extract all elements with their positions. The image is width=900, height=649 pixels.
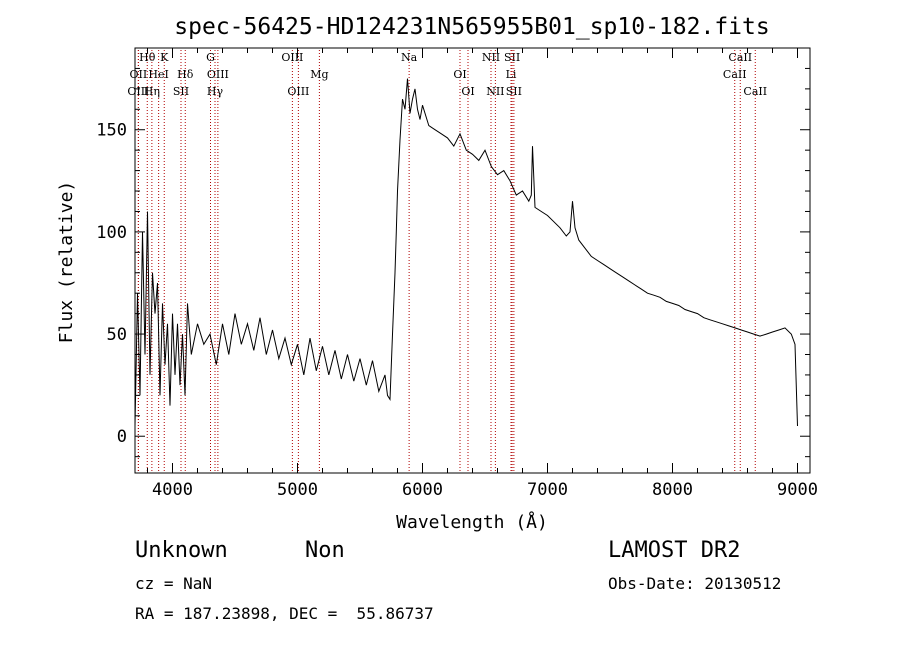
x-tick-label: 7000 (527, 480, 568, 500)
survey-name: LAMOST DR2 (608, 538, 741, 563)
line-label: Hγ (207, 85, 224, 98)
line-label: OI (461, 85, 474, 98)
object-class: Unknown (135, 538, 228, 563)
line-label: NII (486, 85, 504, 98)
line-label: OIII (207, 68, 229, 81)
x-tick-label: 5000 (277, 480, 318, 500)
line-label: Mg (310, 68, 328, 81)
sky-coordinates: RA = 187.23898, DEC = 55.86737 (135, 604, 434, 623)
observation-date: Obs-Date: 20130512 (608, 574, 782, 593)
y-tick-label: 50 (107, 325, 127, 345)
line-label: CaII (723, 68, 747, 81)
x-tick-label: 9000 (777, 480, 818, 500)
line-label: Hη (144, 85, 160, 98)
x-axis-label: Wavelength (Å) (396, 511, 548, 533)
flux-line (134, 78, 798, 427)
line-label: OI (453, 68, 466, 81)
y-tick-label: 150 (96, 121, 127, 141)
x-tick-label: 6000 (402, 480, 443, 500)
line-label: OIII (287, 85, 309, 98)
line-label: CaII (728, 51, 752, 64)
line-label: G (206, 51, 215, 64)
line-label: HeI (148, 68, 168, 81)
line-label: K (160, 51, 169, 64)
y-tick-label: 100 (96, 223, 127, 243)
line-label: SII (504, 51, 520, 64)
plot-axes: 4000 5000 6000 7000 8000 9000 0 50 100 150 (96, 47, 818, 500)
x-tick-label: 8000 (652, 480, 693, 500)
object-subclass: Non (305, 538, 345, 563)
y-axis-label: Flux (relative) (56, 181, 77, 344)
chart-title: spec-56425-HD124231N565955B01_sp10-182.f… (174, 14, 769, 40)
line-label: NII (482, 51, 500, 64)
line-label: CaII (743, 85, 767, 98)
line-label: Hθ (139, 51, 156, 64)
line-label: SII (173, 85, 189, 98)
x-tick-label: 4000 (152, 480, 193, 500)
line-label: SII (506, 85, 522, 98)
line-label: OIII (281, 51, 303, 64)
line-label: OIII (127, 85, 149, 98)
line-label: Hδ (177, 68, 194, 81)
redshift-cz: cz = NaN (135, 574, 213, 593)
plot-frame (134, 47, 811, 474)
y-tick-label: 0 (117, 427, 127, 447)
line-label: Na (401, 51, 418, 64)
line-label: Li (506, 68, 517, 81)
flux-series (134, 78, 798, 427)
